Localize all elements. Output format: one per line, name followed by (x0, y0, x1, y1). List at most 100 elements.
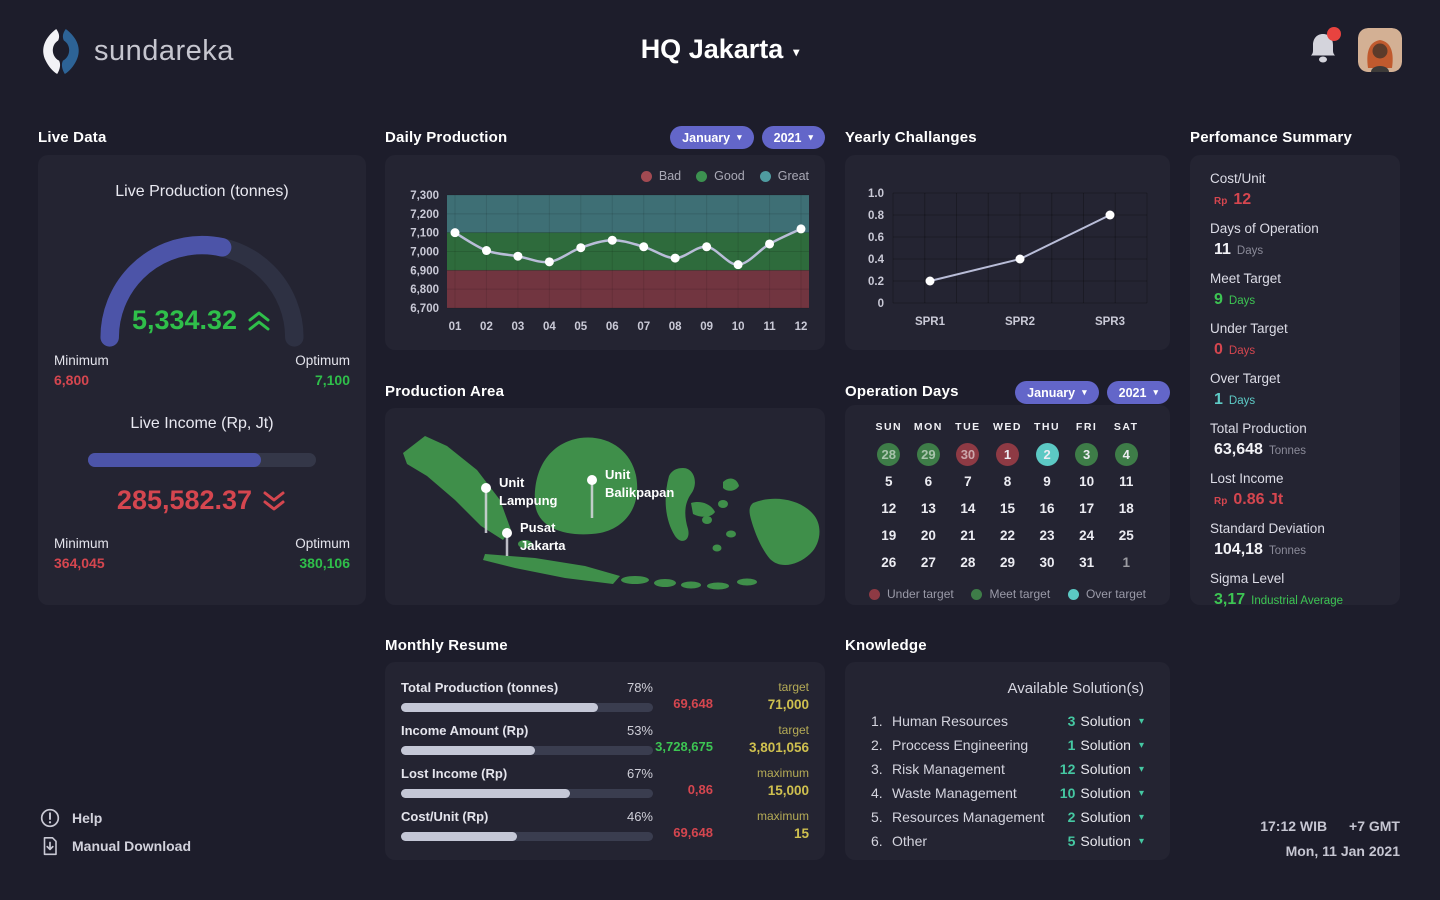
legend-dot-icon (640, 170, 652, 182)
target-label: target (778, 723, 809, 737)
solution-unit: Solution (1080, 785, 1131, 801)
daily-production-chart: 7,300 7,200 7,100 7,000 6,900 6,800 6,700 01 02 0… (410, 190, 809, 333)
calendar-day[interactable]: 11 (1119, 474, 1134, 489)
calendar-day[interactable]: 16 (1039, 501, 1055, 516)
calendar-day[interactable]: 2 (1027, 443, 1067, 466)
resume-row-target: target 71,000 (721, 680, 809, 712)
calendar-day[interactable]: 30 (1039, 555, 1055, 570)
calendar-day[interactable]: 5 (885, 474, 893, 489)
year-dropdown[interactable]: 2021 ▾ (1106, 381, 1170, 404)
calendar-day[interactable]: 29 (909, 443, 949, 466)
solution-dropdown[interactable]: 3 Solution ▾ (1068, 713, 1144, 729)
knowledge-row: 2. Proccess Engineering 1 Solution ▾ (871, 733, 1144, 757)
summary-item-unit: Industrial Average (1251, 595, 1343, 607)
svg-text:03: 03 (512, 321, 525, 333)
knowledge-card: Available Solution(s) 1. Human Resources 3… (845, 662, 1170, 860)
caret-down-icon: ▾ (1082, 387, 1087, 397)
map-pin[interactable]: Pusat Jakarta (502, 520, 566, 556)
solution-dropdown[interactable]: 5 Solution ▾ (1068, 833, 1144, 849)
map-pin-label: Lampung (499, 493, 558, 508)
calendar-day[interactable]: 25 (1118, 528, 1134, 543)
resume-row: Income Amount (Rp) 53% 3,728,675 target 3,80… (401, 723, 809, 755)
user-avatar[interactable] (1358, 28, 1402, 72)
resume-progress-fill (401, 703, 598, 712)
daily-production-card: Bad Good Great 7,300 7,200 7,100 7,000 6,900 6,… (385, 155, 825, 350)
summary-item-unit: Days (1228, 395, 1256, 407)
location-selector[interactable]: HQ Jakarta ▾ (641, 34, 800, 65)
optimum-value: 7,100 (314, 372, 350, 388)
calendar-day[interactable]: 1 (1106, 551, 1146, 574)
calendar-day[interactable]: 20 (920, 528, 936, 543)
performance-summary-title: Perfomance Summary (1190, 129, 1353, 146)
solution-dropdown[interactable]: 2 Solution ▾ (1068, 809, 1144, 825)
calendar-day[interactable]: 17 (1079, 501, 1095, 516)
calendar-day-number: 30 (956, 443, 980, 466)
calendar-day[interactable]: 22 (999, 528, 1015, 543)
calendar-day[interactable]: 19 (881, 528, 897, 543)
calendar-day[interactable]: 8 (1003, 474, 1012, 489)
solution-dropdown[interactable]: 10 Solution ▾ (1060, 785, 1144, 801)
calendar-day[interactable]: 4 (1106, 443, 1146, 466)
manual-download-label: Manual Download (72, 838, 191, 854)
knowledge-row: 5. Resources Management 2 Solution ▾ (871, 805, 1144, 829)
solution-dropdown[interactable]: 1 Solution ▾ (1068, 737, 1144, 753)
year-dropdown[interactable]: 2021 ▾ (761, 126, 825, 149)
svg-text:6,800: 6,800 (410, 284, 439, 296)
notification-bell-button[interactable] (1308, 27, 1341, 66)
calendar-day[interactable]: 31 (1079, 555, 1095, 570)
svg-text:7,100: 7,100 (410, 228, 439, 240)
calendar-day-number: 1 (995, 443, 1019, 466)
calendar-day[interactable]: 15 (999, 501, 1015, 516)
calendar-day[interactable]: 26 (881, 555, 897, 570)
trend-up-icon (248, 311, 270, 330)
calendar-day[interactable]: 1 (988, 443, 1028, 466)
manual-download-link[interactable]: Manual Download (40, 836, 191, 856)
calendar-day[interactable]: 18 (1118, 501, 1134, 516)
legend-item: Bad (640, 169, 682, 183)
legend-label: Over target (1085, 587, 1146, 601)
calendar-day[interactable]: 28 (960, 555, 976, 570)
help-icon (40, 808, 60, 828)
solution-dropdown[interactable]: 12 Solution ▾ (1060, 761, 1144, 777)
svg-text:10: 10 (732, 321, 745, 333)
calendar-day[interactable]: 14 (960, 501, 976, 516)
svg-text:02: 02 (480, 321, 493, 333)
help-link[interactable]: Help (40, 808, 102, 828)
calendar-day[interactable]: 27 (920, 555, 936, 570)
calendar-day[interactable]: 30 (948, 443, 988, 466)
month-dropdown[interactable]: January ▾ (670, 126, 754, 149)
legend-label: Bad (658, 169, 682, 183)
target-value: 3,801,056 (748, 740, 809, 755)
calendar-day[interactable]: 12 (881, 501, 897, 516)
legend-label: Meet target (989, 587, 1051, 601)
calendar-day[interactable]: 9 (1043, 474, 1051, 489)
calendar-day[interactable]: 6 (924, 474, 933, 489)
knowledge-topic: 4. Waste Management (871, 785, 1017, 801)
date-line: Mon, 11 Jan 2021 (1286, 843, 1400, 859)
summary-item: Over Target 1 Days (1210, 371, 1380, 409)
svg-text:SPR3: SPR3 (1095, 316, 1125, 328)
month-dropdown[interactable]: January ▾ (1015, 381, 1099, 404)
summary-item-label: Standard Deviation (1210, 521, 1325, 536)
target-value: 15 (793, 826, 809, 841)
calendar-day[interactable]: 7 (964, 474, 972, 489)
summary-item-label: Sigma Level (1210, 571, 1285, 586)
map-pin[interactable]: Unit Balikpapan (587, 467, 674, 518)
calendar-day[interactable]: 24 (1079, 528, 1095, 543)
svg-text:0.4: 0.4 (868, 254, 885, 266)
resume-progress-track (401, 832, 653, 841)
calendar-day[interactable]: 21 (960, 528, 976, 543)
calendar-day-number: 1 (1122, 555, 1130, 570)
knowledge-topic-number: 6. (871, 833, 883, 849)
calendar-day[interactable]: 10 (1079, 474, 1095, 489)
calendar-day[interactable]: 3 (1067, 443, 1107, 466)
map-pin-label: Pusat (520, 520, 556, 535)
legend-dot-icon (1067, 588, 1079, 600)
map-pin[interactable]: Unit Lampung (481, 475, 558, 533)
calendar-day[interactable]: 28 (869, 443, 909, 466)
calendar-day[interactable]: 23 (1039, 528, 1055, 543)
operation-days-title: Operation Days (845, 383, 959, 400)
calendar-day[interactable]: 29 (999, 555, 1015, 570)
calendar-day[interactable]: 13 (920, 501, 936, 516)
summary-item: Cost/Unit Rp 12 (1210, 171, 1380, 209)
